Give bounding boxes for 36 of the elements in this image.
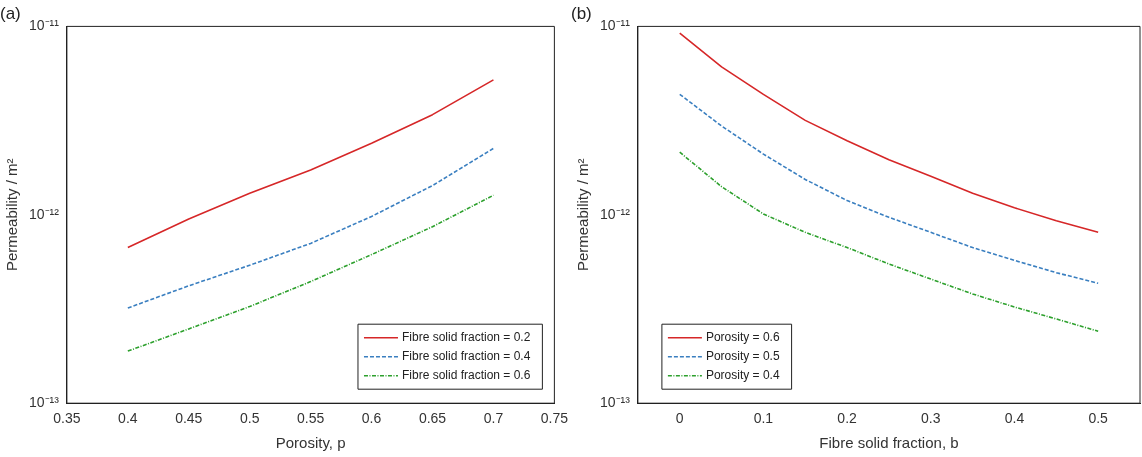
x-axis-title: Fibre solid fraction, b: [819, 434, 959, 452]
legend-label: Porosity = 0.5: [705, 349, 780, 364]
x-tick-label: 0: [675, 410, 684, 427]
x-tick-label: 0.55: [297, 410, 325, 427]
x-tick-label: 0.45: [175, 410, 203, 427]
x-tick-label: 0.65: [418, 410, 447, 427]
line-series: [127, 147, 495, 309]
y-tick-label: 10⁻¹²: [28, 205, 60, 222]
x-tick-label: 0.5: [239, 410, 260, 427]
chart-title: (b): [571, 3, 592, 23]
legend-label: Porosity = 0.6: [705, 330, 780, 345]
y-tick-label: 10⁻¹²: [599, 205, 631, 222]
x-tick-label: 0.75: [540, 410, 569, 427]
x-tick-label: 0.2: [837, 410, 858, 427]
line-series: [678, 93, 1099, 285]
y-tick-label: 10⁻¹¹: [599, 17, 631, 34]
y-axis-title: Permeability / m²: [574, 158, 592, 272]
line-series: [678, 151, 1099, 333]
legend-label: Fibre solid fraction = 0.2: [401, 330, 531, 345]
x-tick-label: 0.6: [361, 410, 382, 427]
x-tick-label: 0.3: [921, 410, 941, 427]
legend-label: Fibre solid fraction = 0.6: [401, 368, 531, 383]
y-tick-label: 10⁻¹³: [599, 394, 631, 411]
y-tick-label: 10⁻¹³: [28, 394, 60, 411]
x-tick-label: 0.1: [753, 410, 774, 427]
x-axis-title: Porosity, p: [275, 434, 346, 452]
legend-label: Fibre solid fraction = 0.4: [401, 349, 531, 364]
chart-title: (a): [0, 3, 21, 23]
legend-label: Porosity = 0.4: [705, 368, 780, 383]
y-tick-label: 10⁻¹¹: [28, 17, 60, 34]
x-tick-label: 0.35: [53, 410, 81, 427]
y-axis-title: Permeability / m²: [3, 158, 21, 272]
x-tick-label: 0.4: [118, 410, 138, 427]
x-tick-label: 0.5: [1088, 410, 1109, 427]
x-tick-label: 0.4: [1004, 410, 1025, 427]
x-tick-label: 0.7: [483, 410, 504, 427]
